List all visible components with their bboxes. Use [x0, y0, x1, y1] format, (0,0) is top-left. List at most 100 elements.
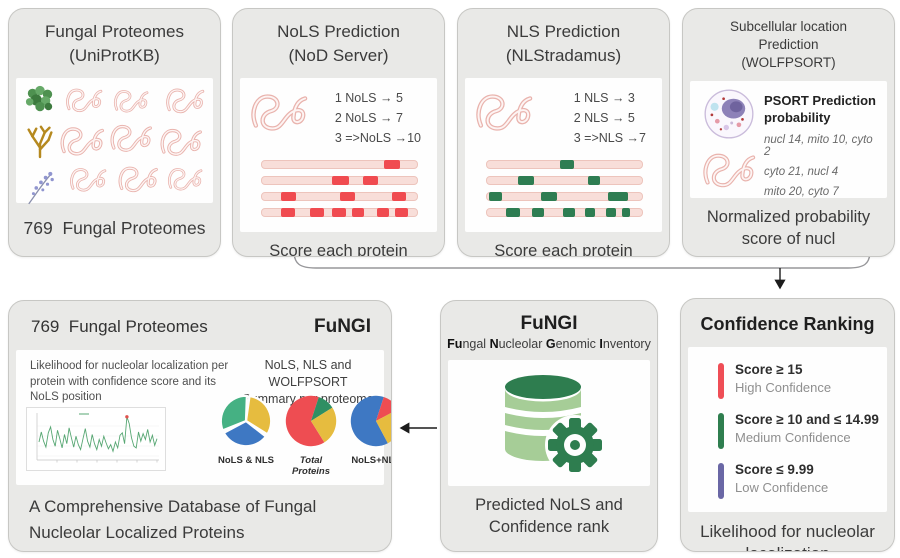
box-caption: 769 Fungal Proteomes — [9, 203, 220, 256]
proteomes-illustration-panel — [16, 77, 213, 206]
title-line-2: (UniProtKB) — [69, 45, 160, 65]
caption-line-2: Confidence rank — [488, 518, 610, 537]
legend-row-medium: Score ≥ 10 and ≤ 14.99 Medium Confidence — [718, 412, 887, 449]
pie-chart — [285, 395, 337, 447]
confidence-level: High Confidence — [735, 380, 832, 395]
protein-squiggle-icon — [700, 145, 758, 195]
score-threshold: Score ≤ 9.99 — [735, 462, 814, 477]
subtitle-bold: Fu — [447, 337, 463, 351]
summary-proteome-count: 769 Fungal Proteomes — [31, 317, 208, 336]
subtitle-bold: G — [545, 337, 556, 351]
box-caption: A Comprehensive Database of Fungal Nucle… — [29, 497, 317, 542]
subtitle-text: ucleolar — [498, 337, 543, 351]
moss-icon — [25, 85, 53, 111]
rule-line: 2 NLS → 5 — [573, 110, 635, 125]
fungi-subtitle: Fungal Nucleolar Genomic Inventory — [441, 337, 657, 360]
legend-row-high: Score ≥ 15 High Confidence — [718, 362, 887, 399]
protein-squiggle-icon — [166, 88, 205, 113]
caption-line-1: Score each protein — [269, 241, 408, 257]
confidence-panel: Score ≥ 15 High Confidence Score ≥ 10 an… — [688, 347, 887, 512]
subtitle-text: nventory — [602, 337, 651, 351]
rule-line: 3 =>NLS →7 — [573, 130, 646, 145]
nols-score-rules: 1 NoLS → 5 2 NoLS → 7 3 =>NoLS →10 — [335, 85, 429, 148]
protein-squiggle-icon — [118, 166, 158, 192]
subtitle-bold: N — [489, 337, 499, 351]
box-title: NLS Prediction (NLStradamus) — [458, 9, 669, 78]
likelihood-line-chart — [26, 407, 166, 471]
protein-squiggle-icon — [248, 85, 310, 139]
box-caption: Score each protein based on # of NoLS — [233, 232, 444, 257]
rule-line: 1 NoLS → 5 — [334, 90, 403, 105]
nols-panel: 1 NoLS → 5 2 NoLS → 7 3 =>NoLS →10 — [240, 77, 437, 232]
box-title: NoLS Prediction (NoD Server) — [233, 9, 444, 78]
protein-squiggle-icon — [110, 124, 152, 152]
box-nols-prediction: NoLS Prediction (NoD Server) 1 NoLS → 5 … — [232, 8, 445, 257]
psort-scores-row: mito 20, cyto 7 — [764, 186, 839, 199]
pie-label: Total Proteins — [291, 455, 330, 477]
box-wolfpsort: Subcellular location Prediction (WOLFPSO… — [682, 8, 895, 257]
coral-fungus-icon — [27, 125, 53, 158]
summary-header: 769 Fungal Proteomes FuNGI — [9, 301, 391, 350]
caption-line-1: Score each protein — [494, 241, 633, 257]
summary-panel: Likelihood for nucleolar localization pe… — [16, 350, 391, 485]
protein-squiggle-icon — [160, 128, 202, 156]
title-line-1: NoLS Prediction — [277, 22, 400, 41]
caption-line-1: Likelihood for nucleolar — [700, 522, 875, 541]
box-summary-output: 769 Fungal Proteomes FuNGI Likelihood fo… — [8, 300, 392, 552]
pie-total-proteins: Total Proteins — [283, 394, 339, 477]
rule-line: 3 =>NoLS →10 — [334, 130, 421, 145]
box-nls-prediction: NLS Prediction (NLStradamus) 1 NLS → 3 2… — [457, 8, 670, 257]
subtitle-bold: I — [599, 337, 603, 351]
psort-heading: PSORT Prediction probability — [764, 93, 879, 127]
protein-squiggle-icon — [113, 89, 149, 113]
summary-pie-charts: NoLS & NLS Total Proteins NoLS+NLS — [218, 394, 391, 477]
title-line-1: Subcellular location — [729, 19, 848, 34]
confidence-level: Medium Confidence — [735, 430, 851, 445]
title-line-2: (NoD Server) — [288, 45, 389, 65]
nols-protein-bars — [240, 148, 437, 232]
heading-line-2: probability — [764, 109, 831, 125]
likelihood-note: Likelihood for nucleolar localization pe… — [30, 360, 229, 404]
title-line-2: (NLStradamus) — [505, 45, 622, 65]
fungi-title: FuNGI — [520, 313, 578, 334]
pie-chart — [219, 394, 273, 448]
pie-nols-plus-nls: NoLS+NLS — [348, 394, 391, 477]
protein-squiggle-icon — [60, 126, 104, 156]
protein-squiggle-icon — [70, 167, 107, 192]
caption-line-2: score of nucl — [741, 230, 836, 249]
fungi-wordmark: FuNGI — [314, 316, 371, 337]
title-line-1: NLS Prediction — [506, 22, 621, 41]
box-caption: Likelihood for nucleolar localization — [681, 512, 894, 551]
caption-line-1: Normalized probability — [706, 208, 871, 227]
box-caption: Score each protein based on # of NLS — [458, 232, 669, 257]
title-line-2: Prediction — [758, 37, 819, 53]
pie-label: NoLS & NLS — [218, 455, 274, 466]
score-threshold: Score ≥ 10 and ≤ 14.99 — [735, 412, 879, 427]
summary-note-line-1: NoLS, NLS and WOLFPSORT — [264, 358, 352, 389]
caption-line-1: Predicted NoLS and — [475, 496, 623, 515]
box-caption: Predicted NoLS and Confidence rank — [441, 486, 657, 551]
box-fungi-database: FuNGI Fungal Nucleolar Genomic Inventory — [440, 300, 658, 552]
nls-panel: 1 NLS → 3 2 NLS → 5 3 =>NLS →7 — [465, 77, 662, 232]
caption-line-2: localization — [687, 543, 888, 551]
confidence-level: Low Confidence — [735, 480, 829, 495]
box-confidence-ranking: Confidence Ranking Score ≥ 15 High Confi… — [680, 298, 895, 552]
organism-icons — [22, 84, 58, 206]
confidence-legend: Score ≥ 15 High Confidence Score ≥ 10 an… — [688, 347, 887, 499]
protein-squiggle-icon — [167, 167, 203, 191]
flower-sprig-icon — [28, 171, 54, 204]
box-fungal-proteomes: Fungal Proteomes (UniProtKB) — [8, 8, 221, 257]
medium-confidence-bar — [718, 413, 724, 449]
heading-line-1: PSORT Prediction — [764, 92, 876, 108]
rule-line: 1 NLS → 3 — [573, 90, 635, 105]
subtitle-text: enomic — [555, 337, 596, 351]
box-title: Subcellular location Prediction (WOLFPSO… — [683, 9, 894, 81]
box-title: Fungal Proteomes (UniProtKB) — [9, 9, 220, 78]
title-line-3: (WOLFPSORT) — [741, 55, 836, 71]
proteome-count: 769 Fungal Proteomes — [23, 217, 206, 238]
score-threshold: Score ≥ 15 — [735, 362, 803, 377]
database-gear-icon — [505, 375, 605, 476]
low-confidence-bar — [718, 463, 724, 499]
pie-chart — [350, 395, 391, 447]
